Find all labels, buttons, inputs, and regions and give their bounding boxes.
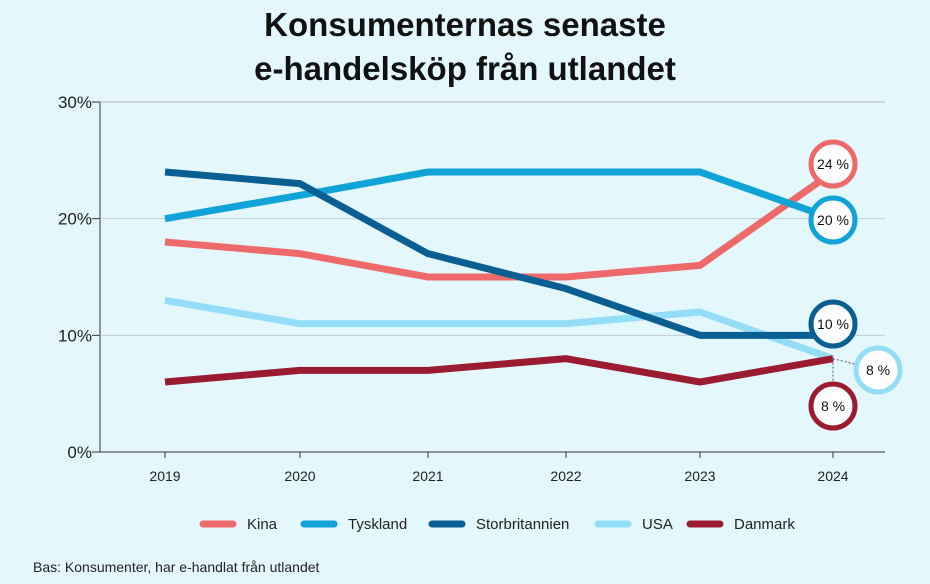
end-label-storbritannien: 10 % [808,299,858,349]
end-label-value: 20 % [817,212,849,228]
end-label-circle [808,381,858,431]
x-tick-label: 2022 [550,468,581,484]
legend-item-danmark: Danmark [686,516,795,533]
legend-label: Danmark [734,516,795,533]
end-label-circle [853,345,903,395]
y-tick-label: 30% [58,93,92,112]
x-tick-label: 2023 [684,468,715,484]
legend-label: Storbritannien [476,516,569,533]
end-label-circle [808,139,858,189]
series-line-danmark [164,355,834,386]
y-tick-label: 10% [58,326,92,345]
legend-label: Kina [247,516,278,533]
end-label-value: 8 % [821,398,845,414]
legend-item-usa: USA [594,516,673,533]
series-line-tyskland [164,168,835,223]
end-label-circle [808,195,858,245]
legend-item-kina: Kina [199,516,278,533]
end-label-usa: 8 % [832,345,903,395]
x-tick-label: 2019 [149,468,180,484]
footnote: Bas: Konsumenter, har e-handlat från utl… [33,559,320,575]
chart-title-line-1: Konsumenternas senaste [264,6,666,43]
end-label-circle [808,299,858,349]
end-label-value: 8 % [866,362,890,378]
legend: Kina Tyskland Storbritannien USA Danmark [199,516,795,533]
y-axis-ticks: 0% 10% 20% 30% [58,93,100,462]
series-line-kina [164,169,836,281]
plot-frame [99,101,885,453]
legend-label: USA [642,516,673,533]
end-label-value: 24 % [817,156,849,172]
end-labels: 24 % 20 % 10 % 8 % 8 % [808,139,903,431]
legend-label: Tyskland [348,516,407,533]
y-tick-label: 0% [67,443,92,462]
series-lines [164,168,836,386]
x-tick-label: 2020 [284,468,315,484]
x-tick-label: 2024 [817,468,848,484]
legend-item-tyskland: Tyskland [300,516,407,533]
legend-item-storbritannien: Storbritannien [428,516,569,533]
end-label-danmark: 8 % [808,358,858,431]
end-label-value: 10 % [817,316,849,332]
end-label-tyskland: 20 % [808,195,858,245]
x-axis-ticks: 2019 2020 2021 2022 2023 2024 [149,452,849,484]
series-line-usa [164,296,835,362]
series-line-storbritannien [164,168,833,339]
end-label-kina: 24 % [808,139,858,189]
chart-title-line-2: e-handelsköp från utlandet [254,50,676,87]
y-tick-label: 20% [58,210,92,229]
x-tick-label: 2021 [412,468,443,484]
